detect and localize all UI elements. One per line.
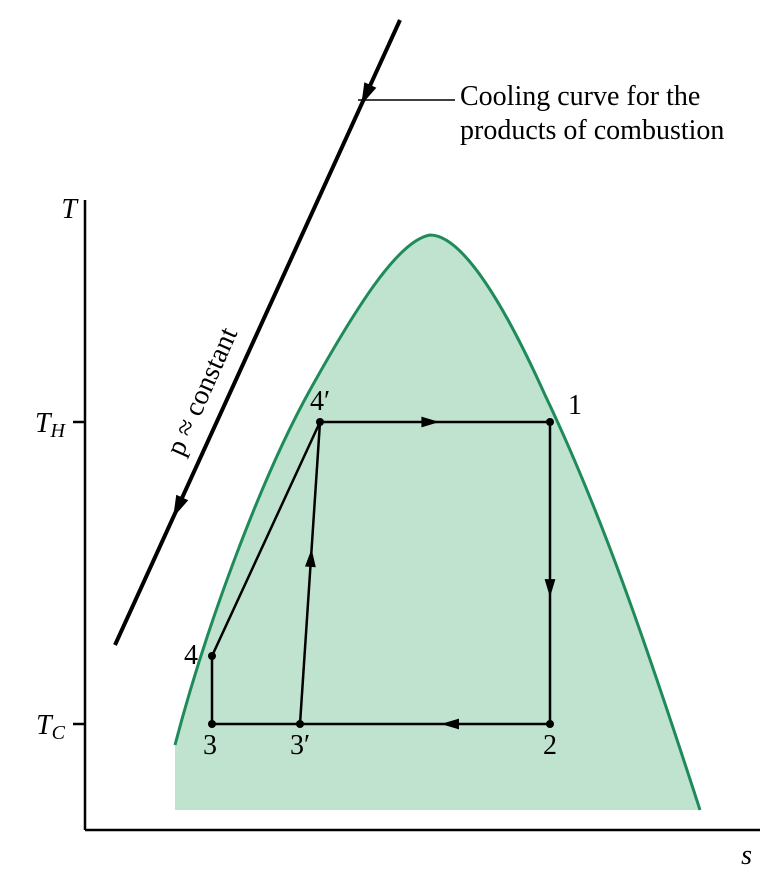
point-p2 xyxy=(546,720,554,728)
point-p3 xyxy=(208,720,216,728)
point-p1 xyxy=(546,418,554,426)
point-label-p3p: 3′ xyxy=(290,730,310,761)
x-axis-label: s xyxy=(741,840,752,871)
point-label-p4: 4 xyxy=(184,640,198,671)
annotation-line2: products of combustion xyxy=(460,115,724,146)
annotation-line1: Cooling curve for the xyxy=(460,81,700,112)
point-label-p1: 1 xyxy=(568,390,582,421)
point-label-p2: 2 xyxy=(543,730,557,761)
y-axis-label: T xyxy=(61,194,79,225)
point-p3p xyxy=(296,720,304,728)
point-p4 xyxy=(208,652,216,660)
point-label-p3: 3 xyxy=(203,730,217,761)
point-label-p4p: 4′ xyxy=(310,386,330,417)
point-p4p xyxy=(316,418,324,426)
